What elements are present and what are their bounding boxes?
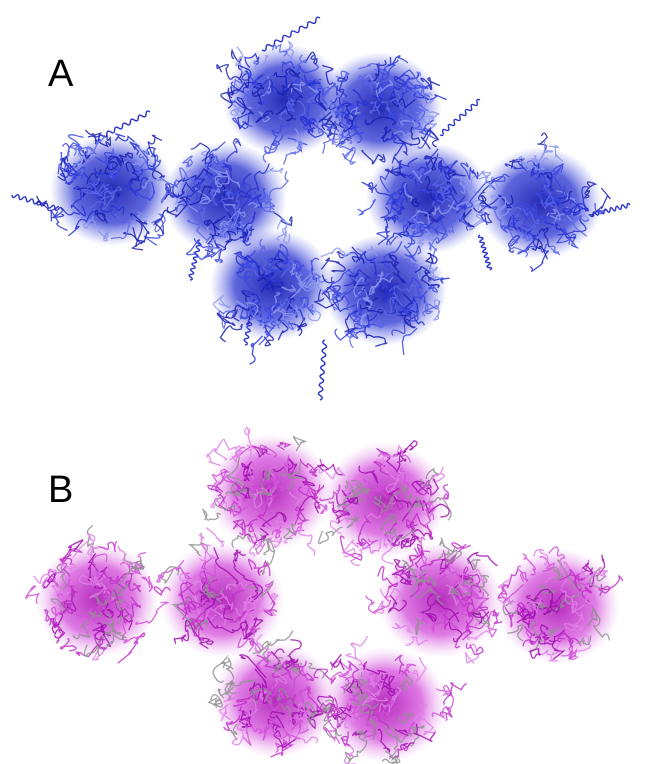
- protein-strand: [250, 336, 263, 364]
- page: A B (() => { const data = JSON.parse(doc…: [0, 0, 648, 764]
- figure: A B: [0, 0, 648, 764]
- helix: [319, 340, 327, 400]
- panel-a: [12, 17, 630, 400]
- panel-label: B: [48, 469, 73, 511]
- panel-label: A: [48, 53, 74, 95]
- helix: [440, 99, 480, 135]
- panel-b: [26, 427, 623, 764]
- helix: [478, 235, 491, 270]
